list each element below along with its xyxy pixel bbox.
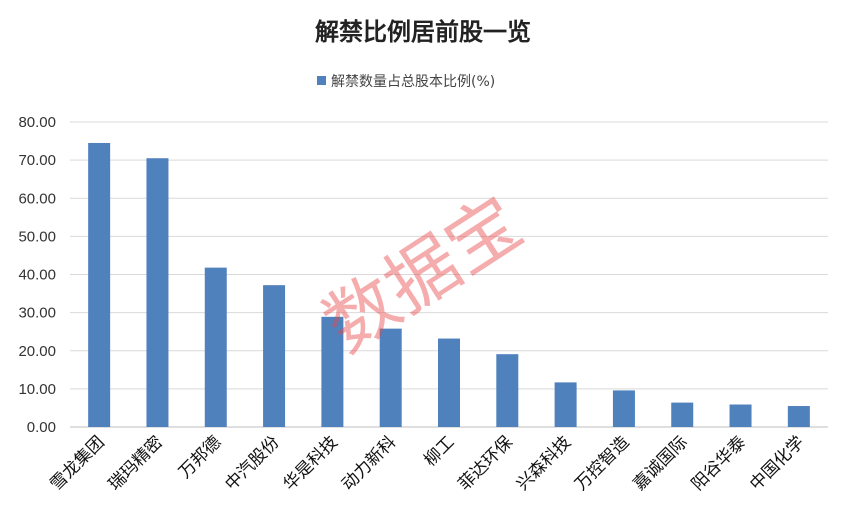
y-tick-label: 70.00 <box>18 152 56 169</box>
bar <box>729 404 752 427</box>
bar <box>88 142 111 427</box>
y-tick-label: 10.00 <box>18 381 56 398</box>
x-category-label: 华是科技 <box>280 432 342 494</box>
bar <box>612 390 635 427</box>
x-category-label: 动力新科 <box>338 432 400 494</box>
x-category-label: 瑞玛精密 <box>105 432 167 494</box>
bar <box>787 406 810 427</box>
x-category-label: 雪龙集团 <box>46 432 108 494</box>
legend: 解禁数量占总股本比例(%) <box>317 74 495 90</box>
x-category-label: 中汽股份 <box>221 432 283 494</box>
bar <box>204 267 227 427</box>
bar <box>671 402 694 427</box>
x-category-label: 万邦德 <box>175 432 225 482</box>
y-tick-label: 80.00 <box>18 114 56 131</box>
bar <box>496 354 519 427</box>
bar <box>263 285 286 427</box>
y-tick-label: 30.00 <box>18 305 56 322</box>
legend-label: 解禁数量占总股本比例(%) <box>331 74 495 90</box>
bar <box>379 328 402 427</box>
bar <box>554 382 577 427</box>
y-tick-label: 60.00 <box>18 190 56 207</box>
x-category-label: 嘉诚国际 <box>630 432 692 494</box>
legend-swatch <box>317 76 326 85</box>
x-category-label: 中国化学 <box>746 432 808 494</box>
chart-title: 解禁比例居前股一览 <box>315 18 531 46</box>
x-category-label: 菲达环保 <box>455 432 517 494</box>
y-tick-label: 40.00 <box>18 267 56 284</box>
x-category-label: 兴森科技 <box>513 432 575 494</box>
x-category-label: 阳谷华泰 <box>688 432 750 494</box>
x-category-label: 柳工 <box>420 432 458 470</box>
y-tick-label: 0.00 <box>27 419 56 436</box>
y-axis: 0.00 10.00 20.00 30.00 40.00 50.00 60.00 70.00 8… <box>18 114 56 436</box>
bar <box>438 338 460 427</box>
y-tick-label: 50.00 <box>18 228 56 245</box>
x-category-label: 万控智造 <box>571 432 633 494</box>
gridlines <box>70 121 828 428</box>
bars <box>88 142 810 427</box>
bar <box>146 158 169 427</box>
y-tick-label: 20.00 <box>18 343 56 360</box>
bar <box>321 316 344 427</box>
